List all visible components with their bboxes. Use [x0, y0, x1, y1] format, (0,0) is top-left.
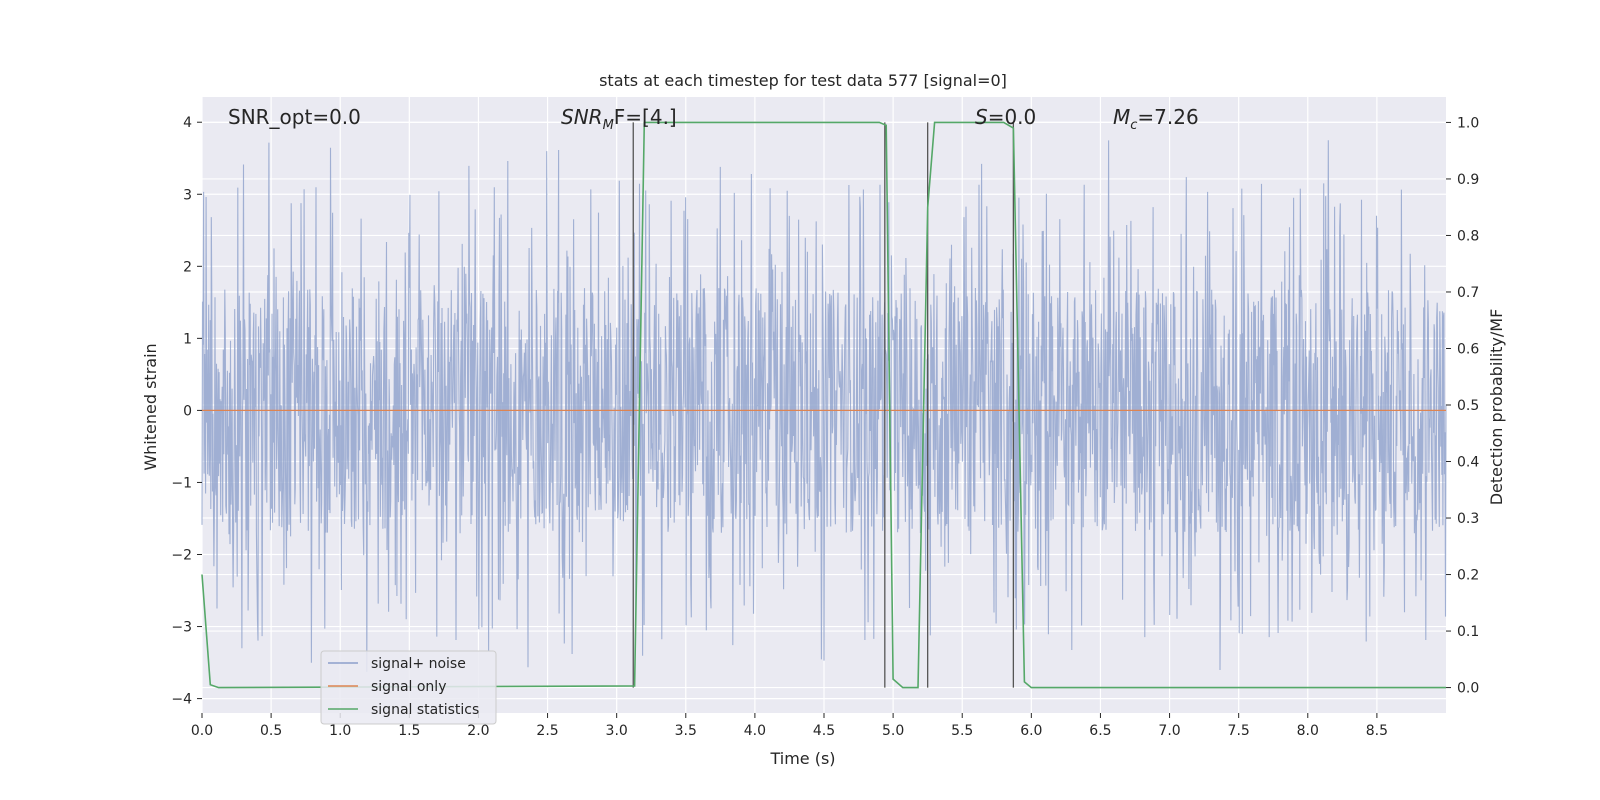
y-tick-label-right-5: 0.5 — [1457, 398, 1479, 414]
y-tick-label-right-10: 0.0 — [1457, 681, 1479, 697]
y-tick-label-left-7: −3 — [171, 620, 192, 636]
snr-mf-suffix: F=[4.] — [614, 105, 677, 129]
y-tick-label-left-0: 4 — [183, 115, 192, 131]
y-tick-label-right-8: 0.2 — [1457, 568, 1479, 584]
x-tick-label-8: 4.0 — [744, 723, 766, 739]
snr-mf-sub: M — [603, 118, 614, 133]
s-annotation: S=0.0 — [975, 105, 1036, 129]
y-tick-label-right-6: 0.4 — [1457, 455, 1479, 471]
y-tick-label-left-1: 3 — [183, 187, 192, 203]
legend-label-signal-only: signal only — [371, 679, 446, 695]
x-tick-label-4: 2.0 — [467, 723, 489, 739]
legend-label-signal-noise: signal+ noise — [371, 656, 466, 672]
y-tick-label-right-2: 0.8 — [1457, 228, 1479, 244]
y-axis-label-right: Detection probability/MF — [1487, 309, 1506, 506]
y-tick-label-left-4: 0 — [183, 403, 192, 419]
x-tick-label-3: 1.5 — [398, 723, 420, 739]
y-tick-label-right-1: 0.9 — [1457, 172, 1479, 188]
y-tick-label-right-9: 0.1 — [1457, 624, 1479, 640]
x-tick-label-11: 5.5 — [951, 723, 973, 739]
y-tick-label-left-8: −4 — [171, 692, 192, 708]
x-tick-label-7: 3.5 — [675, 723, 697, 739]
x-tick-label-9: 4.5 — [813, 723, 835, 739]
snr-opt-annotation: SNR_opt=0.0 — [228, 105, 361, 129]
snr-mf-annotation: SNRMF=[4.] — [561, 105, 677, 133]
x-tick-label-5: 2.5 — [536, 723, 558, 739]
mc-sub: c — [1130, 118, 1137, 133]
mc-annotation: Mc=7.26 — [1113, 105, 1199, 133]
legend-label-signal-statistics: signal statistics — [371, 702, 479, 718]
x-tick-label-6: 3.0 — [606, 723, 628, 739]
y-tick-label-left-5: −1 — [171, 475, 192, 491]
y-tick-label-left-6: −2 — [171, 547, 192, 563]
x-axis-label: Time (s) — [769, 749, 835, 768]
s-suffix: =0.0 — [988, 105, 1037, 129]
y-tick-label-right-7: 0.3 — [1457, 511, 1479, 527]
snr-mf-prefix: SNR — [561, 105, 603, 129]
legend: signal+ noise signal only signal statist… — [320, 650, 497, 725]
y-tick-label-right-4: 0.6 — [1457, 341, 1479, 357]
chart-title: stats at each timestep for test data 577… — [599, 71, 1007, 90]
x-tick-label-14: 7.0 — [1158, 723, 1180, 739]
series-signal-noise-line — [201, 140, 1447, 672]
x-tick-label-2: 1.0 — [329, 723, 351, 739]
legend-box — [320, 650, 497, 725]
x-tick-label-17: 8.5 — [1366, 723, 1388, 739]
x-tick-label-16: 8.0 — [1297, 723, 1319, 739]
y-axis-label-left: Whitened strain — [141, 343, 160, 470]
x-tick-label-12: 6.0 — [1020, 723, 1042, 739]
x-tick-label-13: 6.5 — [1089, 723, 1111, 739]
x-tick-label-0: 0.0 — [191, 723, 213, 739]
x-tick-label-15: 7.5 — [1228, 723, 1250, 739]
x-tick-label-1: 0.5 — [260, 723, 282, 739]
mc-suffix: =7.26 — [1137, 105, 1198, 129]
y-tick-label-left-3: 1 — [183, 331, 192, 347]
mc-prefix: M — [1113, 105, 1130, 129]
y-tick-label-right-0: 1.0 — [1457, 115, 1479, 131]
s-prefix: S — [975, 105, 988, 129]
x-tick-label-10: 5.0 — [882, 723, 904, 739]
y-tick-label-right-3: 0.7 — [1457, 285, 1479, 301]
y-tick-label-left-2: 2 — [183, 259, 192, 275]
